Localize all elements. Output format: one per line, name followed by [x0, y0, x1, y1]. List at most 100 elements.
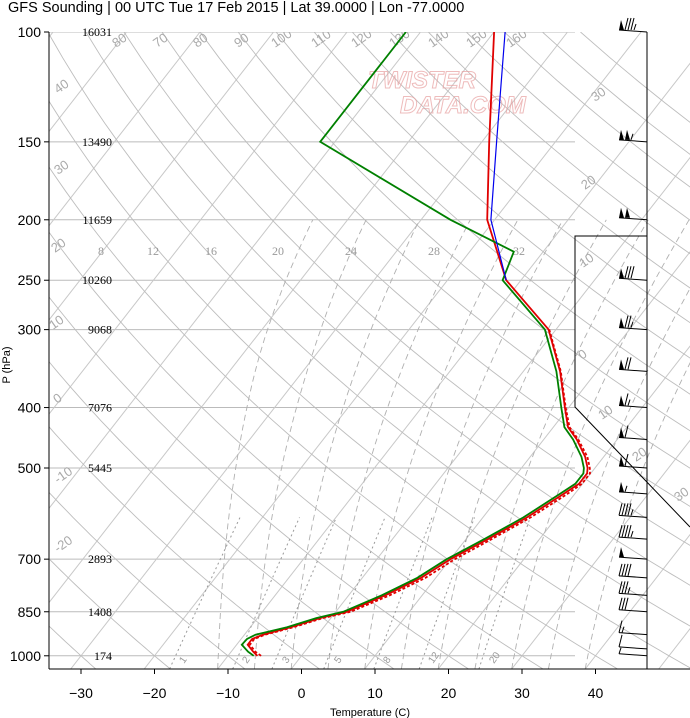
moist-adiabat [364, 219, 519, 669]
dry-adiabat [199, 32, 690, 469]
wind-barb-feather [618, 597, 623, 610]
mixing-ratio-line [169, 517, 241, 669]
pressure-tick-label: 1000 [10, 648, 41, 664]
height-label: 5445 [88, 461, 112, 475]
wind-barb-half-feather [618, 647, 622, 654]
mixing-ratio-label: 8 [381, 654, 393, 665]
wind-barb-shaft [618, 368, 648, 372]
dry-adiabat [49, 625, 97, 669]
isotherm-line [143, 32, 642, 669]
wind-barb-feather [624, 524, 629, 538]
dry-adiabat [580, 32, 690, 123]
wind-barb-feather [624, 503, 629, 516]
mixing-ratio-line [478, 517, 531, 669]
dry-adiabat-label: 20 [578, 172, 598, 193]
wind-barb-feather [624, 17, 629, 31]
mixing-ratio-label: 20 [272, 244, 284, 258]
wind-barb-pennant [619, 456, 624, 467]
height-label: 2893 [88, 552, 112, 566]
wind-barb-feather [624, 315, 629, 328]
dry-adiabat-label: 140 [425, 26, 451, 51]
wind-barb-feather [618, 503, 623, 516]
wind-barb-shaft [618, 556, 648, 560]
wind-barb-shaft [618, 632, 648, 636]
pressure-tick-label: 150 [18, 134, 42, 150]
wind-barb-feather [621, 581, 626, 594]
wind-barb-feather [630, 17, 635, 31]
wind-barb-half-feather [630, 509, 634, 516]
mixing-ratio-label: 3 [280, 654, 292, 665]
wind-barb-shaft [618, 405, 648, 409]
x-tick-label: 10 [367, 685, 383, 701]
wind-barb-feather [627, 503, 632, 516]
wind-barb-feather [627, 315, 632, 328]
wind-barb-shaft [618, 139, 648, 143]
mixing-ratio-label: 8 [98, 244, 104, 258]
isotherm-line [70, 32, 568, 669]
isotherm-line [49, 32, 274, 321]
dry-adiabat-label: 30 [671, 484, 690, 505]
wind-barb-feather [624, 597, 629, 610]
wind-barb-feather [618, 634, 623, 648]
dry-adiabat-label: 30 [51, 157, 71, 178]
wind-barb-half-feather [630, 133, 634, 141]
moist-adiabat [511, 219, 690, 669]
wind-barb-shaft [618, 277, 648, 281]
pressure-tick-label: 700 [18, 551, 42, 567]
isotherm-line [290, 156, 690, 669]
trace-virtual-temperature [248, 329, 591, 657]
dry-adiabat [49, 33, 690, 627]
isotherm-line [49, 32, 421, 510]
mixing-ratio-label: 16 [205, 244, 217, 258]
dry-adiabat-label: 10 [576, 250, 596, 271]
wind-barb-shaft [618, 29, 648, 33]
wind-barb-feather [627, 357, 632, 370]
wind-barb-pennant [619, 268, 624, 279]
dry-adiabat [49, 558, 171, 669]
dry-adiabat [85, 32, 690, 586]
wind-barb-feather [627, 266, 632, 279]
wind-barb-pennant [619, 359, 624, 370]
dry-adiabat-label: 120 [348, 26, 374, 51]
wind-barb-shaft [618, 575, 648, 579]
y-axis-label: P (hPa) [1, 346, 13, 383]
dry-adiabat [123, 32, 690, 546]
pressure-tick-label: 200 [18, 212, 42, 228]
mixing-ratio-label: 5 [332, 654, 344, 665]
dry-adiabat [49, 491, 246, 669]
mixing-ratio-label: 32 [513, 244, 525, 258]
moist-adiabat [437, 219, 607, 669]
dry-adiabat-label: 110 [308, 26, 334, 50]
wind-barb-feather [621, 563, 626, 576]
dry-adiabat-label: 90 [231, 30, 251, 51]
wind-barb-feather [630, 266, 635, 279]
dry-adiabat [49, 360, 395, 669]
wind-barb-feather [624, 581, 629, 594]
chart-title: GFS Sounding | 00 UTC Tue 17 Feb 2015 | … [8, 0, 465, 16]
dry-adiabat [351, 32, 690, 324]
mixing-ratio-label: 12 [426, 650, 442, 666]
wind-barb-feather [627, 524, 632, 538]
dry-adiabat [542, 32, 690, 155]
dry-adiabat-label: 80 [109, 30, 129, 51]
wind-barb-feather [618, 524, 623, 538]
dry-adiabat [161, 32, 690, 507]
pressure-tick-label: 300 [18, 322, 42, 338]
wind-barb-shaft [618, 609, 648, 613]
height-label: 174 [94, 649, 112, 663]
wind-barb-feather [621, 503, 626, 516]
dry-adiabat [237, 32, 690, 432]
height-label: 9068 [88, 323, 112, 337]
dry-adiabat-label: 0 [50, 390, 65, 406]
pressure-tick-label: 500 [18, 460, 42, 476]
wind-barb-feather [618, 581, 623, 594]
dry-adiabat-label: 30 [588, 84, 608, 105]
wind-barb-feather [624, 393, 629, 406]
dry-adiabat-label: 70 [150, 30, 170, 51]
wind-barb-pennant [619, 317, 624, 328]
wind-barb-shaft [618, 592, 648, 596]
mixing-ratio-label: 1 [177, 654, 189, 665]
x-tick-label: 30 [514, 685, 530, 701]
wind-barb-shaft [618, 491, 648, 495]
